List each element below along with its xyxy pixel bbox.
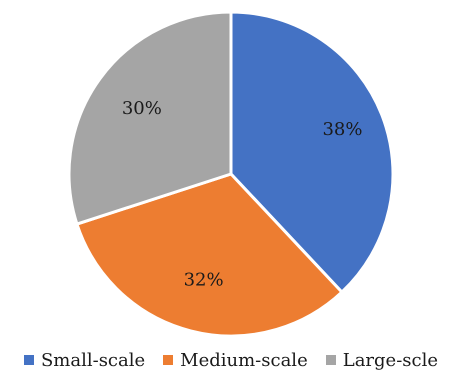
legend-swatch-medium-scale [163, 355, 174, 365]
legend-label-medium-scale: Medium-scale [180, 349, 308, 371]
pie-slice-labels: 38% 32% 30% [122, 98, 363, 290]
pie-slice-small-scale [229, 10, 395, 294]
pie-slices [67, 10, 395, 338]
legend-label-large-scale: Large-scle [342, 349, 439, 371]
legend-item-medium-scale: Medium-scale [163, 350, 308, 371]
slice-label-large-scle: 30% [122, 98, 162, 119]
legend-item-large-scale: Large-scle [325, 349, 439, 371]
legend-label-small-scale: Small-scale [40, 349, 146, 371]
pie-slice-large-scle [67, 10, 233, 226]
slice-label-medium-scale: 32% [184, 270, 224, 291]
chart-legend: Small-scale Medium-scale Large-scle [0, 346, 462, 374]
pie-chart-plot: 38% 32% 30% [67, 10, 395, 338]
slice-label-small-scale: 38% [322, 119, 362, 140]
legend-swatch-large-scale [325, 355, 336, 365]
legend-item-small-scale: Small-scale [23, 349, 146, 371]
legend-swatch-small-scale [23, 355, 34, 365]
pie-slice-medium-scale [75, 172, 344, 338]
